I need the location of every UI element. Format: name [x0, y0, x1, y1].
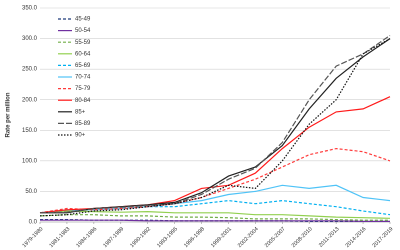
- legend-label: 70-74: [75, 75, 91, 81]
- x-tick-label: 2017-2019: [372, 226, 395, 249]
- x-tick-label: 2011-2013: [318, 226, 341, 249]
- y-tick-label: 100.0: [22, 158, 38, 164]
- series-line: [39, 199, 391, 216]
- x-tick-label: 2005-2007: [264, 226, 287, 249]
- legend-label: 65-69: [75, 63, 91, 69]
- legend-label: 85-89: [75, 121, 91, 127]
- series-line: [39, 214, 390, 221]
- legend-label: 80-84: [75, 98, 91, 104]
- series-line: [39, 147, 391, 214]
- series-line: [39, 96, 391, 214]
- x-tick-label: 1987-1989: [102, 226, 125, 249]
- legend-label: 85+: [75, 109, 86, 115]
- legend-label: 45-49: [75, 17, 91, 23]
- series-line: [39, 38, 391, 217]
- legend-label: 75-79: [75, 86, 91, 92]
- y-tick-label: 150.0: [22, 128, 38, 134]
- series-line: [39, 210, 391, 219]
- y-tick-label: 350.0: [22, 6, 38, 12]
- x-tick-label: 1979-1980: [22, 226, 45, 249]
- x-tick-label: 1981-1983: [49, 226, 72, 249]
- series-line: [39, 184, 391, 214]
- x-tick-label: 1990-1992: [129, 226, 152, 249]
- y-tick-label: 300.0: [22, 36, 38, 42]
- legend-label: 50-54: [75, 28, 91, 34]
- legend-label: 55-59: [75, 40, 91, 46]
- y-axis-label: Rate per million: [6, 92, 12, 137]
- legend-label: 60-64: [75, 51, 91, 57]
- x-tick-label: 2014-2016: [345, 226, 368, 249]
- y-tick-label: 0.0: [29, 220, 38, 226]
- x-tick-label: 1984-1986: [75, 226, 98, 249]
- x-tick-label: 1993-1995: [156, 226, 179, 249]
- x-tick-label: 1999-2001: [210, 226, 233, 249]
- x-tick-label: 2008-2010: [291, 226, 314, 249]
- y-tick-label: 200.0: [22, 97, 38, 103]
- y-tick-label: 250.0: [22, 67, 38, 73]
- y-tick-label: 50.0: [25, 189, 37, 195]
- series-line: [39, 35, 391, 214]
- x-tick-label: 2002-2004: [237, 226, 260, 249]
- series-line: [40, 219, 390, 222]
- x-tick-label: 1996-1998: [183, 226, 206, 249]
- legend-label: 90+: [75, 133, 86, 139]
